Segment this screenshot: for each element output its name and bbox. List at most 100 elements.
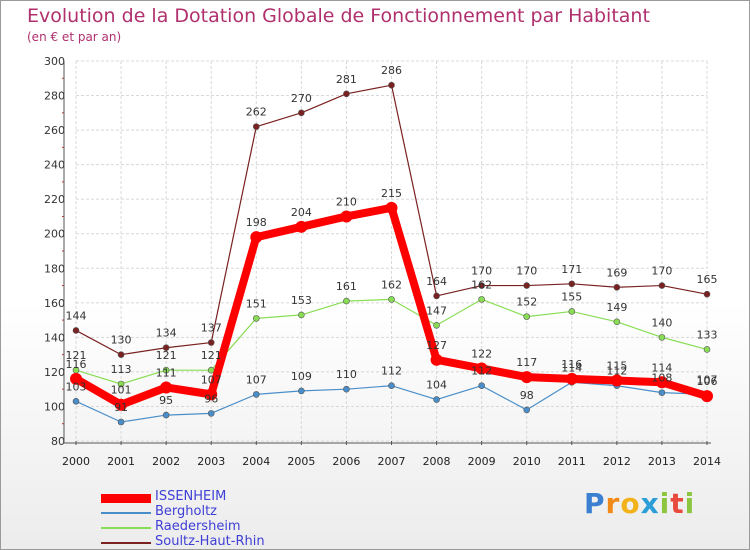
data-label-issenheim: 122 (471, 347, 492, 360)
data-label-issenheim: 115 (606, 360, 627, 373)
logo-letter: i (684, 487, 696, 520)
logo-letter: x (640, 487, 660, 520)
x-tick-label: 2012 (603, 455, 631, 468)
x-tick-label: 2007 (378, 455, 406, 468)
data-label-raedersheim: 133 (697, 328, 718, 341)
logo-letter: P (584, 487, 606, 520)
point-bergholtz (298, 387, 305, 395)
point-raedersheim (207, 366, 215, 374)
logo-letter: r (605, 487, 621, 520)
data-label-raedersheim: 161 (336, 280, 357, 293)
point-soultz-haut-rhin (478, 282, 485, 289)
point-issenheim (475, 362, 488, 375)
y-tick-label: 260 (44, 124, 65, 137)
x-tick-label: 2008 (423, 455, 451, 468)
legend-item-raedersheim: Raedersheim (101, 519, 341, 535)
data-label-issenheim: 101 (111, 384, 132, 397)
data-label-soultz-haut-rhin: 170 (651, 265, 672, 278)
point-raedersheim (658, 334, 666, 341)
data-label-bergholtz: 107 (246, 373, 267, 386)
data-label-bergholtz: 91 (114, 401, 128, 414)
point-soultz-haut-rhin (72, 327, 80, 334)
legend-swatch (101, 512, 151, 514)
data-label-soultz-haut-rhin: 281 (336, 73, 357, 86)
y-tick-label: 180 (44, 262, 65, 275)
data-label-soultz-haut-rhin: 137 (201, 322, 222, 335)
point-soultz-haut-rhin (613, 283, 621, 291)
data-label-soultz-haut-rhin: 170 (516, 265, 537, 278)
x-tick-label: 2004 (242, 455, 270, 468)
data-label-bergholtz: 112 (606, 365, 627, 378)
logo-letter: t (670, 487, 685, 520)
point-raedersheim (568, 308, 576, 315)
point-bergholtz (117, 418, 125, 426)
x-tick-label: 2014 (693, 455, 721, 468)
y-tick-label: 120 (44, 366, 65, 379)
point-raedersheim (613, 318, 621, 326)
data-label-soultz-haut-rhin: 134 (156, 327, 177, 340)
data-label-soultz-haut-rhin: 144 (66, 309, 87, 322)
data-label-soultz-haut-rhin: 171 (561, 263, 582, 276)
y-tick-label: 100 (44, 400, 65, 413)
data-label-soultz-haut-rhin: 165 (697, 273, 718, 286)
y-tick-label: 240 (44, 159, 65, 172)
point-soultz-haut-rhin (207, 339, 215, 346)
y-tick-label: 300 (44, 55, 65, 68)
data-label-issenheim: 210 (336, 195, 357, 208)
data-label-raedersheim: 152 (516, 296, 537, 309)
point-bergholtz (433, 396, 440, 403)
data-label-issenheim: 116 (66, 358, 87, 371)
point-soultz-haut-rhin (568, 280, 576, 288)
point-bergholtz (388, 382, 395, 390)
data-label-bergholtz: 107 (697, 373, 718, 386)
point-soultz-haut-rhin (658, 282, 666, 289)
data-label-soultz-haut-rhin: 169 (606, 266, 627, 279)
legend-item-issenheim: ISSENHEIM (101, 489, 341, 505)
data-label-bergholtz: 112 (381, 365, 402, 378)
point-raedersheim (162, 366, 170, 374)
point-soultz-haut-rhin (433, 292, 440, 300)
data-label-soultz-haut-rhin: 286 (381, 64, 402, 77)
y-tick-label: 160 (44, 297, 65, 310)
proxiti-logo: Proxiti (584, 487, 695, 520)
legend-item-soultz-haut-rhin: Soultz-Haut-Rhin (101, 534, 341, 550)
data-label-soultz-haut-rhin: 130 (111, 334, 132, 347)
point-issenheim (565, 372, 578, 385)
point-soultz-haut-rhin (388, 81, 395, 89)
data-label-raedersheim: 140 (651, 316, 672, 329)
data-label-raedersheim: 121 (201, 349, 222, 362)
point-issenheim (115, 398, 128, 411)
point-raedersheim (298, 311, 305, 319)
point-soultz-haut-rhin (162, 344, 170, 352)
data-label-bergholtz: 108 (651, 372, 672, 385)
x-tick-label: 2013 (648, 455, 676, 468)
point-raedersheim (388, 296, 395, 303)
point-bergholtz (162, 411, 170, 419)
data-label-bergholtz: 98 (520, 389, 534, 402)
x-tick-label: 2005 (287, 455, 315, 468)
data-label-issenheim: 116 (561, 358, 582, 371)
point-raedersheim (523, 313, 531, 320)
y-tick-label: 220 (44, 193, 65, 206)
point-bergholtz (72, 397, 80, 405)
point-issenheim (385, 201, 398, 214)
data-label-bergholtz: 95 (159, 394, 173, 407)
legend-label: Raedersheim (155, 519, 241, 534)
point-soultz-haut-rhin (252, 123, 260, 130)
legend: ISSENHEIM Bergholtz Raedersheim Soultz-Haut… (101, 489, 341, 550)
point-issenheim (70, 372, 82, 385)
point-raedersheim (478, 296, 485, 303)
point-bergholtz (523, 406, 531, 414)
logo-letter: i (659, 487, 671, 520)
data-label-soultz-haut-rhin: 262 (246, 106, 267, 119)
data-label-issenheim: 204 (291, 206, 312, 219)
point-issenheim (160, 381, 173, 394)
data-label-issenheim: 215 (381, 187, 402, 200)
point-issenheim (295, 220, 308, 233)
x-tick-label: 2009 (468, 455, 496, 468)
y-tick-label: 280 (44, 90, 65, 103)
legend-label: ISSENHEIM (155, 489, 227, 504)
data-label-raedersheim: 149 (606, 301, 627, 314)
x-tick-label: 2000 (62, 455, 90, 468)
point-bergholtz (252, 391, 260, 398)
